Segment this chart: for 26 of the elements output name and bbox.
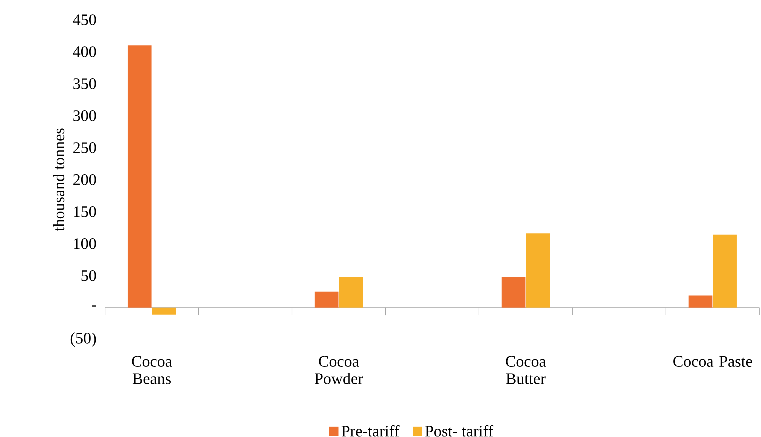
x-tick-label: Cocoa Beans — [132, 356, 172, 384]
y-tick-label: 300 — [74, 110, 96, 122]
y-tick-label: 50 — [82, 270, 96, 282]
bar — [314, 292, 339, 308]
legend-label: Pre-tariff — [342, 425, 400, 437]
y-tick-label: (50) — [70, 332, 96, 348]
legend-label: Post- tariff — [426, 425, 494, 437]
y-axis-title: thousand tonnes — [53, 128, 65, 232]
y-tick-label: 250 — [74, 142, 96, 154]
y-tick-label: 200 — [74, 174, 96, 186]
bar — [526, 234, 550, 308]
bar — [152, 308, 176, 315]
x-tick-label: Cocoa Powder — [315, 356, 364, 384]
bar — [128, 46, 152, 308]
y-tick-label: 450 — [73, 14, 96, 26]
y-tick-label: 150 — [74, 206, 96, 218]
bar — [339, 277, 364, 308]
y-tick-label: 400 — [73, 46, 96, 58]
bar — [502, 277, 526, 308]
y-tick-label: - — [92, 306, 96, 307]
x-tick-label: Cocoa Butter — [506, 356, 546, 384]
y-tick-label: 100 — [74, 238, 96, 250]
x-tick-label: Cocoa Paste — [674, 356, 752, 367]
y-tick-label: 350 — [74, 78, 96, 90]
bar — [713, 234, 737, 308]
bar — [688, 296, 713, 308]
